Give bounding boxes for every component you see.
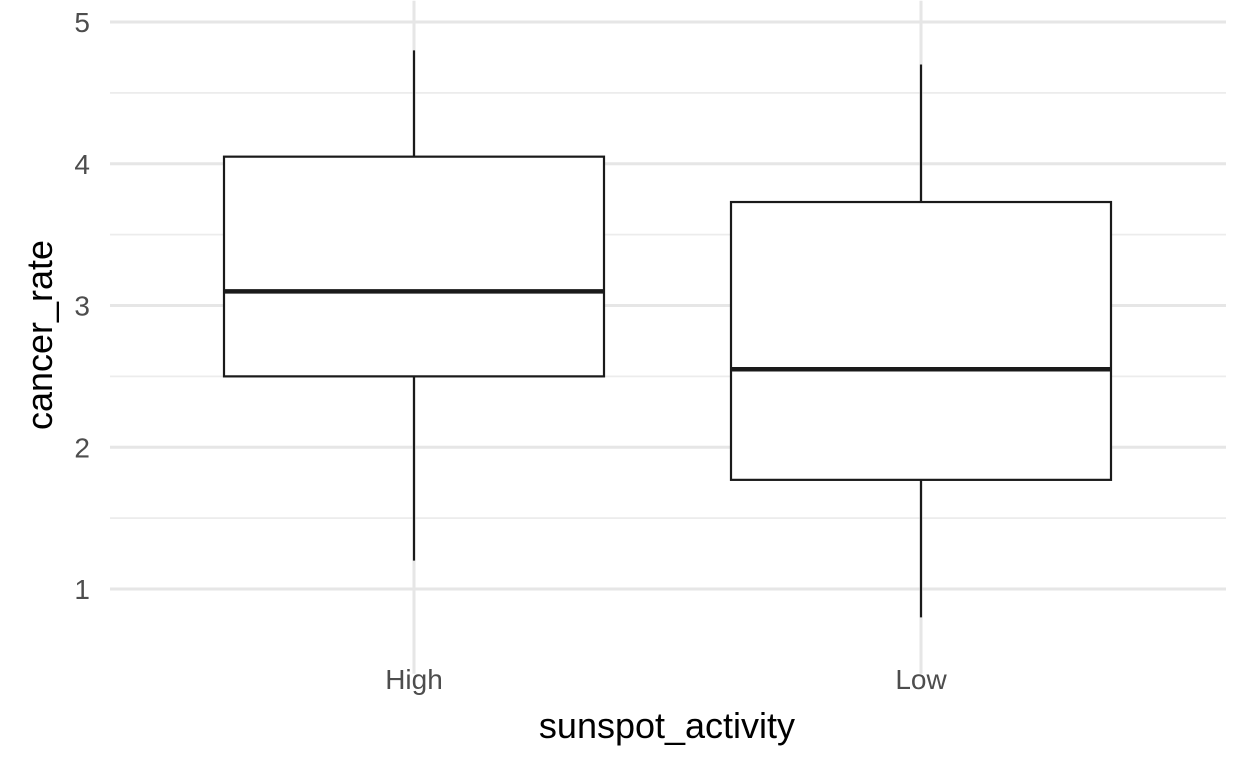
y-tick-labels: 1 2 3 4 5 — [74, 7, 90, 605]
box-group — [729, 64, 1113, 618]
x-tick-label: Low — [895, 664, 947, 695]
iqr-box — [729, 200, 1113, 481]
x-tick-labels: High Low — [385, 664, 947, 695]
y-tick-label: 5 — [74, 7, 90, 38]
y-tick-label: 2 — [74, 432, 90, 463]
y-axis-title: cancer_rate — [19, 240, 60, 430]
y-tick-label: 1 — [74, 574, 90, 605]
y-tick-label: 3 — [74, 291, 90, 322]
x-axis-title: sunspot_activity — [539, 705, 795, 746]
y-tick-label: 4 — [74, 149, 90, 180]
box-group — [222, 50, 606, 561]
x-tick-label: High — [385, 664, 443, 695]
boxes-layer — [222, 50, 1113, 618]
iqr-box — [222, 155, 606, 378]
